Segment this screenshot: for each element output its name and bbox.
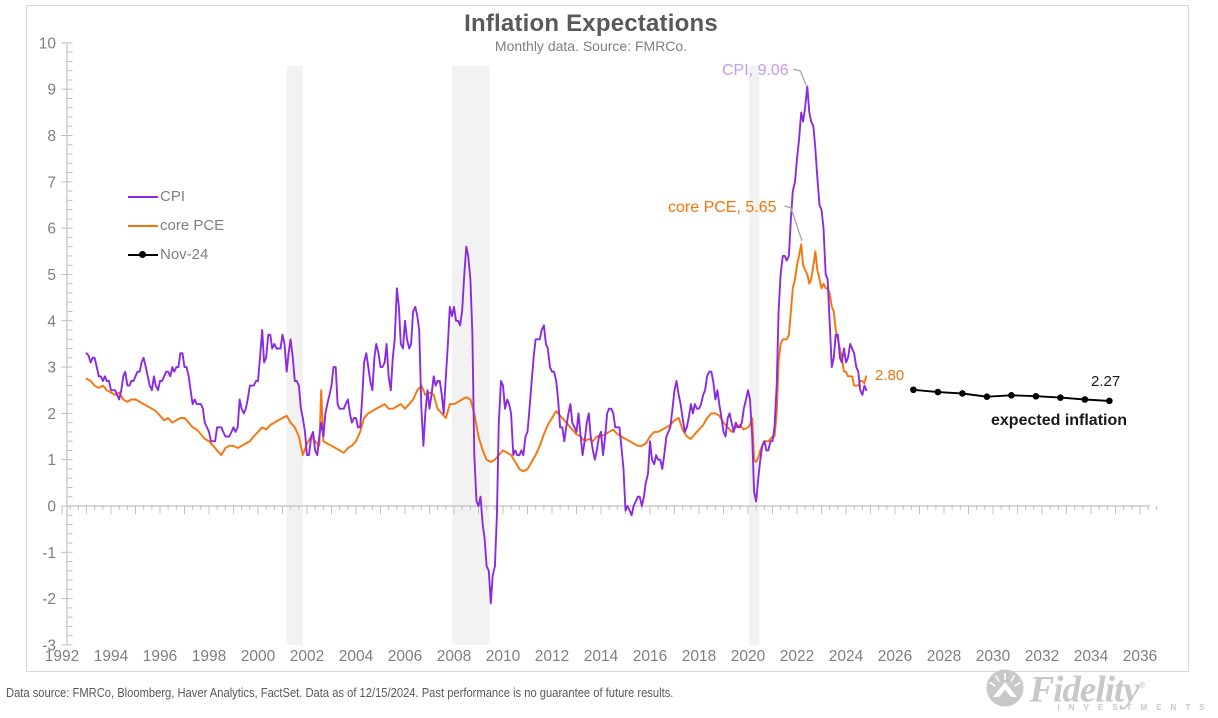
recession-band (286, 66, 303, 645)
x-tick-label: 2004 (339, 648, 374, 665)
x-tick-label: 1996 (143, 648, 177, 665)
y-tick-label: 10 (39, 35, 57, 52)
y-tick-label: -2 (42, 591, 56, 608)
legend-label: core PCE (160, 217, 225, 234)
data-source-disclaimer: Data source: FMRCo, Bloomberg, Haver Ana… (6, 685, 674, 700)
legend-item-core-pce: core PCE (128, 211, 224, 240)
cpi-line-swatch (128, 195, 158, 198)
y-tick-label: 4 (47, 313, 56, 330)
chart-title: Inflation Expectations (464, 10, 718, 37)
x-tick-label: 2008 (437, 648, 471, 665)
core-pce-last-value-label: 2.80 (875, 367, 905, 384)
nov-24-marker (959, 390, 966, 397)
nov-24-marker (1057, 394, 1064, 401)
cpi-annotation-leader-line (792, 68, 807, 86)
registered-mark: ® (1138, 680, 1146, 690)
x-tick-label: 1998 (192, 648, 226, 665)
x-tick-label: 2030 (976, 648, 1011, 665)
legend-item-cpi: CPI (128, 182, 224, 211)
recession-band (452, 66, 490, 645)
nov-24-marker (1008, 392, 1015, 399)
legend-label: Nov-24 (160, 246, 209, 263)
x-tick-label: 1992 (45, 648, 79, 665)
x-tick-label: 2000 (241, 648, 276, 665)
y-tick-label: -1 (42, 545, 56, 562)
nov-24-marker (910, 386, 917, 394)
fidelity-investments-text: I N V E S T M E N T S (1057, 703, 1208, 713)
cpi-peak-annotation: CPI, 9.06 (722, 62, 789, 79)
legend-label: CPI (160, 188, 186, 205)
expected-inflation-last-value-label: 2.27 (1091, 373, 1121, 390)
y-tick-label: 2 (47, 406, 56, 423)
y-tick-label: 3 (47, 360, 56, 377)
nov24-line-swatch (128, 251, 158, 258)
core-pce-annotation-leader-line (784, 205, 803, 242)
y-tick-label: 5 (47, 267, 56, 284)
x-tick-label: 2012 (535, 648, 569, 665)
fidelity-logo: Fidelity® I N V E S T M E N T S (985, 668, 1208, 712)
nov24-marker-dot (139, 251, 146, 258)
expected-inflation-label: expected inflation (991, 412, 1128, 429)
x-tick-label: 2026 (878, 648, 912, 665)
core-pce-peak-annotation: core PCE, 5.65 (668, 199, 777, 216)
x-tick-label: 2022 (780, 648, 814, 665)
x-tick-label: 2016 (633, 648, 667, 665)
x-tick-label: 2002 (290, 648, 324, 665)
y-tick-label: 7 (47, 174, 56, 191)
y-tick-label: 8 (47, 128, 56, 145)
chart-frame-border (26, 5, 1189, 672)
y-tick-label: 6 (47, 221, 56, 238)
y-tick-label: -3 (42, 637, 56, 654)
recession-band (748, 66, 760, 645)
x-tick-label: 2024 (829, 648, 864, 665)
core-pce-line-swatch (128, 224, 158, 227)
x-tick-label: 2018 (682, 648, 716, 665)
core-pce-line (85, 243, 868, 473)
y-tick-label: 1 (47, 452, 56, 469)
x-tick-label: 2014 (584, 648, 619, 665)
legend-item-nov24: Nov-24 (128, 240, 224, 269)
fidelity-wordmark: Fidelity® (1029, 669, 1146, 711)
nov-24-marker (983, 393, 991, 401)
legend: CPI core PCE Nov-24 (128, 182, 224, 269)
chart-subtitle: Monthly data. Source: FMRCo. (494, 38, 688, 54)
x-tick-label: 2020 (731, 648, 766, 665)
fidelity-pyramid-icon (986, 669, 1024, 707)
cpi-line (85, 85, 868, 605)
nov-24-marker (1032, 392, 1040, 400)
x-tick-label: 2006 (388, 648, 422, 665)
x-tick-label: 1994 (94, 648, 129, 665)
x-tick-label: 2010 (486, 648, 521, 665)
x-tick-label: 2028 (927, 648, 961, 665)
nov-24-marker (1081, 396, 1089, 403)
x-tick-label: 2032 (1025, 648, 1059, 665)
nov-24-marker (934, 388, 942, 396)
y-tick-label: 0 (47, 499, 56, 516)
y-tick-label: 9 (47, 82, 56, 99)
nov-24-marker (1106, 397, 1113, 405)
x-tick-label: 2034 (1074, 648, 1109, 665)
x-tick-label: 2036 (1123, 648, 1157, 665)
